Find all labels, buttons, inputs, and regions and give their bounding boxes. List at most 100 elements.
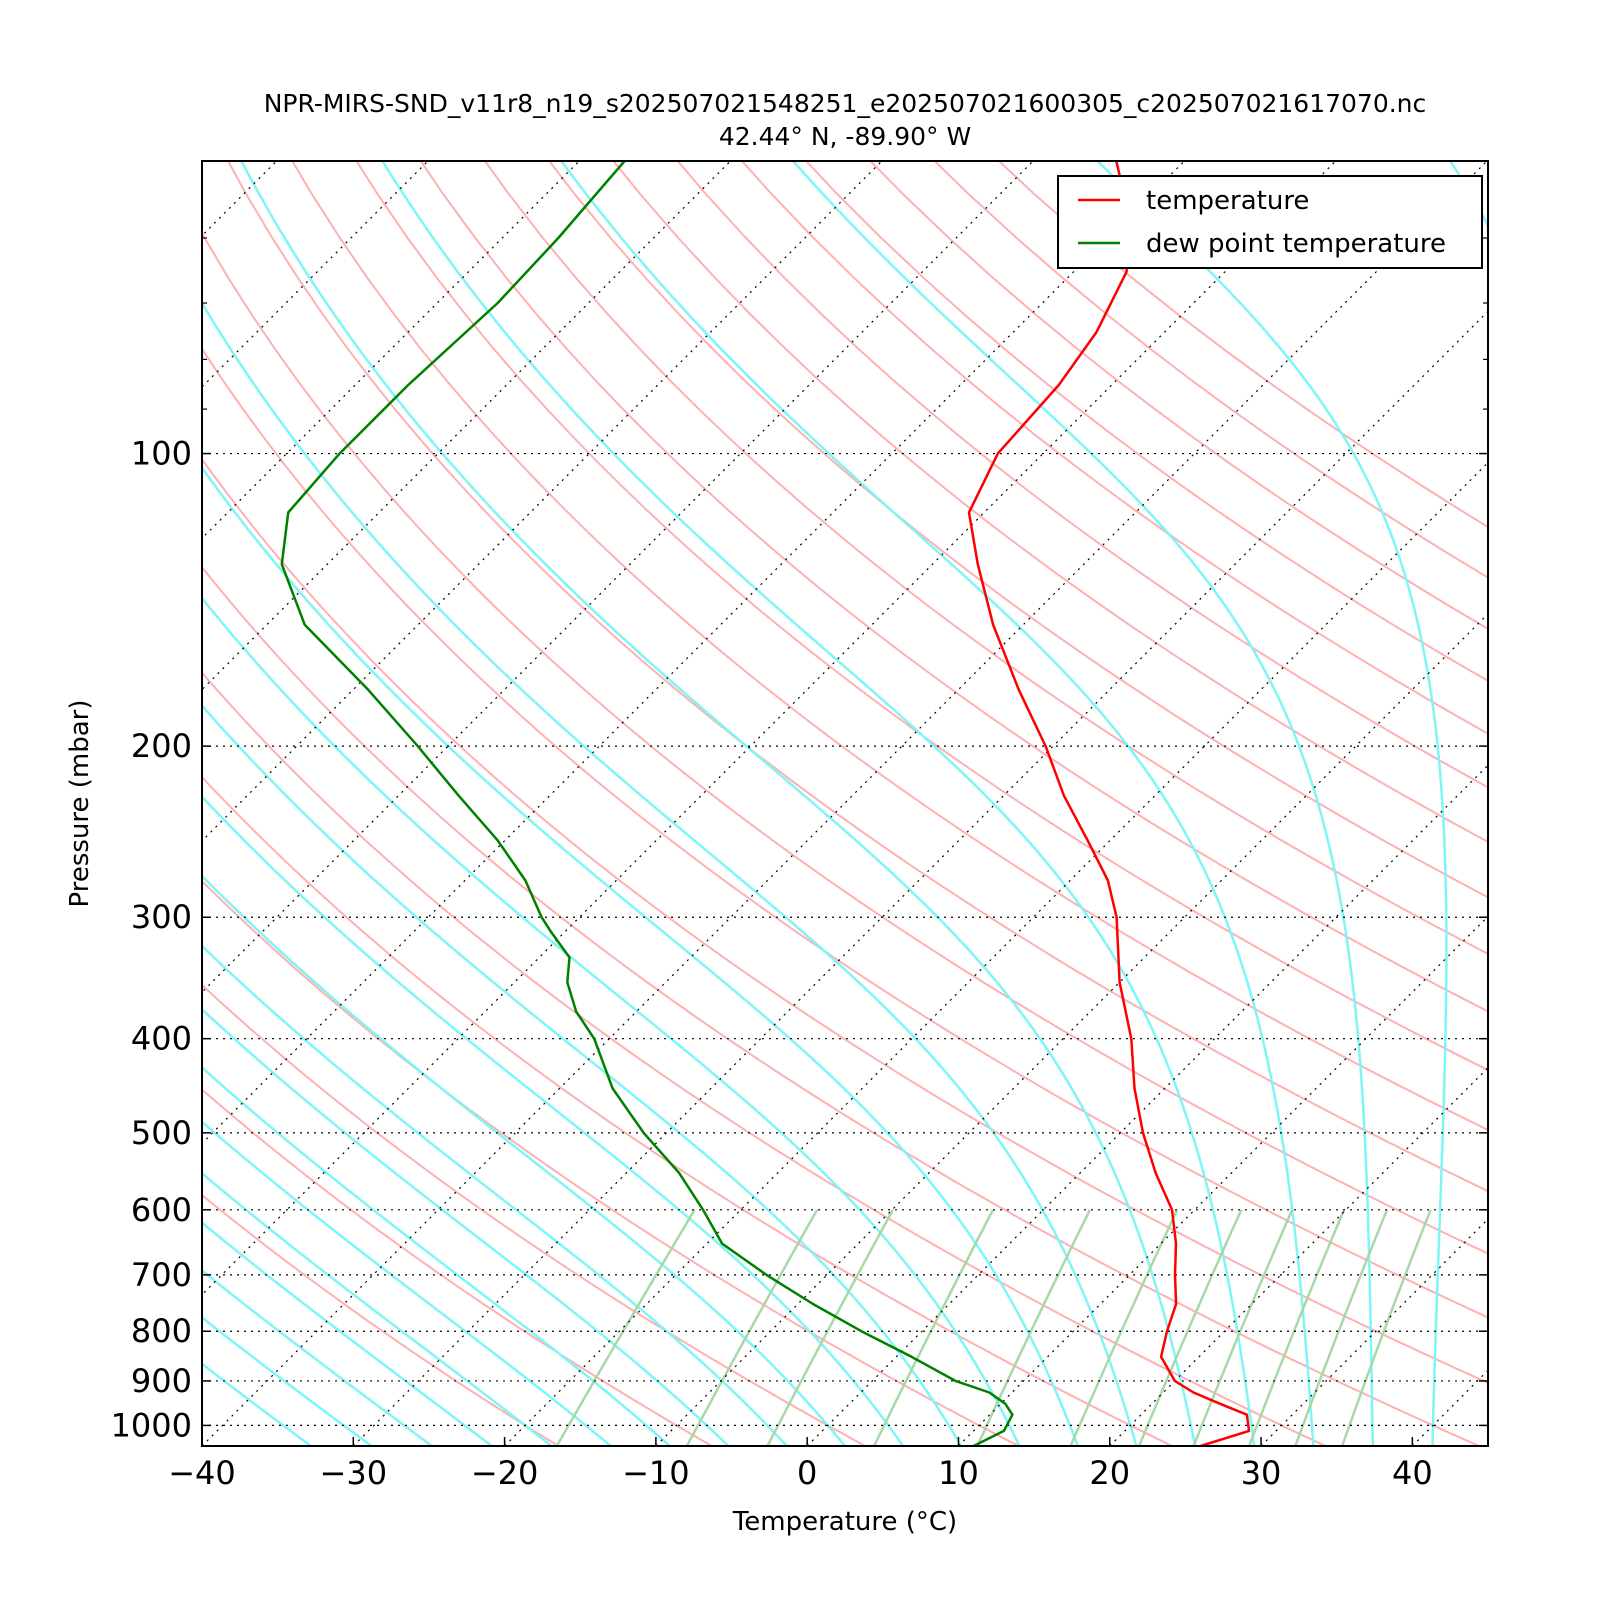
mixing-ratio-lines — [555, 1209, 1432, 1446]
dry-adiabat-line — [676, 161, 1488, 789]
moist-adiabats — [202, 161, 1488, 1446]
dry-adiabat-line — [612, 161, 1488, 844]
isotherm-line — [1109, 1066, 1488, 1446]
x-tick-label: 20 — [1089, 1454, 1130, 1492]
isotherm-line — [504, 461, 1488, 1446]
moist-adiabat-line — [202, 1221, 494, 1446]
isotherm-line — [1564, 161, 1600, 1446]
y-tick-label: 600 — [131, 1191, 192, 1229]
dry-adiabat-line — [483, 161, 1488, 955]
dry-adiabat-line — [202, 346, 1488, 1319]
x-tick-label: 10 — [938, 1454, 979, 1492]
moist-adiabat-line — [380, 161, 1256, 1446]
ticks: −40 −30 −20 −10 0 10 20 30 40 100 200 300 400 500 600 7… — [111, 237, 1488, 1492]
y-tick-label: 1000 — [111, 1406, 192, 1444]
dry-adiabat-line — [202, 1088, 713, 1446]
y-axis-label: Pressure (mbar) — [65, 699, 95, 907]
isotherm-line — [202, 161, 731, 691]
legend-label: dew point temperature — [1146, 229, 1446, 259]
x-tick-label: −20 — [471, 1454, 539, 1492]
y-tick-label: 100 — [131, 435, 192, 473]
isotherm-line — [655, 613, 1488, 1446]
legend-box — [1057, 175, 1483, 269]
isotherm-line — [0, 161, 125, 1446]
mixing-ratio-line — [1341, 1209, 1432, 1446]
mixing-ratio-line — [1069, 1209, 1179, 1446]
moist-adiabat-line — [202, 1315, 374, 1446]
mixing-ratio-line — [976, 1209, 1092, 1446]
moist-adiabat-line — [202, 596, 1021, 1446]
moist-adiabat-line — [202, 1268, 434, 1446]
mixing-ratio-line — [1248, 1209, 1346, 1446]
dry-adiabat-line — [997, 161, 1488, 529]
moist-adiabat-line — [202, 1171, 554, 1446]
isotherm-line — [202, 161, 1488, 1446]
isotherm-line — [806, 764, 1488, 1446]
moist-adiabat-line — [1095, 161, 1448, 1446]
dry-adiabat-line — [355, 161, 1488, 1072]
moist-adiabat-line — [202, 1065, 672, 1446]
mixing-ratio-line — [555, 1209, 696, 1446]
isotherm-line — [1411, 1369, 1488, 1446]
skewed-isotherms — [0, 161, 1600, 1446]
dry-adiabats — [202, 161, 1488, 1446]
dry-adiabat-line — [226, 161, 1488, 1193]
dry-adiabat-line — [547, 161, 1488, 899]
isotherm-line — [202, 161, 1337, 1296]
mixing-ratio-line — [872, 1209, 995, 1446]
y-tick-label: 700 — [131, 1256, 192, 1294]
y-tick-label: 200 — [131, 727, 192, 765]
moist-adiabat-line — [202, 465, 1080, 1446]
legend: temperature dew point temperature — [1057, 175, 1483, 269]
chart-title: NPR-MIRS-SND_v11r8_n19_s202507021548251_… — [264, 89, 1427, 118]
legend-label: temperature — [1146, 186, 1309, 216]
y-tick-label: 300 — [131, 898, 192, 936]
dry-adiabat-line — [202, 231, 1488, 1255]
dry-adiabat-line — [291, 161, 1488, 1132]
dry-adiabat-line — [202, 775, 1173, 1446]
x-tick-label: −30 — [320, 1454, 388, 1492]
mixing-ratio-line — [1137, 1209, 1243, 1446]
moist-adiabat-line — [202, 300, 1138, 1446]
x-tick-label: 40 — [1392, 1454, 1433, 1492]
moist-adiabat-line — [1448, 161, 1488, 229]
moist-adiabat-line — [202, 1362, 313, 1446]
x-tick-label: −40 — [168, 1454, 236, 1492]
moist-adiabat-line — [791, 161, 1375, 1446]
dry-adiabat-line — [419, 161, 1488, 1013]
x-axis-label: Temperature (°C) — [732, 1507, 957, 1537]
y-tick-label: 500 — [131, 1114, 192, 1152]
temperature-line — [967, 161, 1251, 1446]
dry-adiabat-line — [202, 1193, 559, 1446]
isotherm-line — [202, 161, 1185, 1145]
dry-adiabat-line — [202, 671, 1326, 1446]
y-tick-label: 900 — [131, 1362, 192, 1400]
isotherm-line — [202, 161, 1034, 993]
chart-subtitle: 42.44° N, -89.90° W — [719, 122, 971, 151]
plot-frame — [201, 160, 1489, 1447]
moist-adiabat-line — [202, 944, 789, 1446]
mixing-ratio-line — [766, 1209, 894, 1446]
isotherm-line — [202, 161, 278, 237]
isotherm-line — [352, 310, 1488, 1446]
isotherm-line — [1260, 1218, 1488, 1446]
moist-adiabat-line — [202, 874, 847, 1446]
mixing-ratio-line — [1192, 1209, 1294, 1446]
isobars — [202, 452, 1488, 1427]
moist-adiabat-line — [202, 1007, 731, 1446]
y-tick-label: 800 — [131, 1312, 192, 1350]
dry-adiabat-line — [202, 565, 1480, 1446]
dry-adiabat-line — [202, 457, 1488, 1384]
moist-adiabat-line — [202, 703, 963, 1446]
background-lines — [0, 161, 1600, 1446]
moist-adiabat-line — [239, 161, 1197, 1446]
dry-adiabat-line — [202, 879, 1020, 1446]
data-series — [280, 161, 1251, 1446]
mixing-ratio-line — [685, 1209, 819, 1446]
moist-adiabat-line — [559, 161, 1315, 1446]
mixing-ratio-line — [1294, 1209, 1389, 1446]
dry-adiabat-line — [933, 161, 1488, 579]
moist-adiabat-line — [202, 794, 905, 1446]
dry-adiabat-line — [202, 983, 866, 1446]
